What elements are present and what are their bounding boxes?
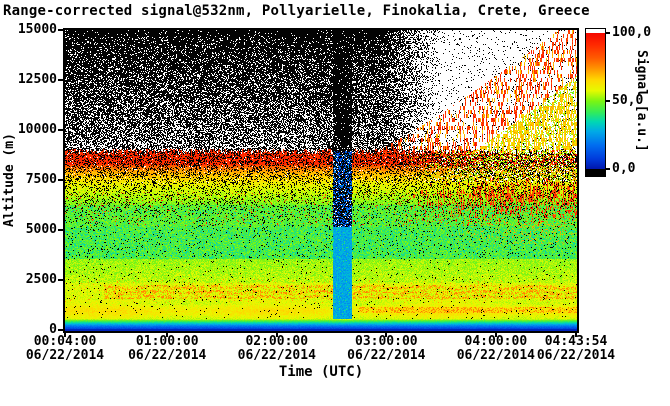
colorbar-tick [605, 100, 610, 102]
x-tick-date: 06/22/2014 [347, 348, 426, 363]
x-tick [494, 332, 497, 337]
colorbar-frame [585, 28, 606, 177]
x-tick-time: 01:00:00 [135, 334, 199, 349]
x-tick-time: 02:00:00 [245, 334, 309, 349]
colorbar-tick-label: 0,0 [612, 161, 636, 176]
y-tick [58, 229, 63, 231]
x-tick-label: 01:00:00 06/22/2014 [121, 335, 213, 363]
x-tick [64, 332, 66, 337]
x-tick-label: 04:00:00 06/22/2014 [450, 335, 542, 363]
x-tick-label: 03:00:00 06/22/2014 [340, 335, 432, 363]
y-tick-label: 5000 [25, 222, 57, 237]
y-tick-label: 10000 [17, 122, 57, 137]
x-tick [575, 332, 577, 337]
colorbar-label: Signal [a.u.] [634, 50, 649, 152]
y-tick-label: 7500 [25, 172, 57, 187]
y-tick-label: 2500 [25, 272, 57, 287]
x-tick-label: 04:43:54 06/22/2014 [530, 335, 622, 363]
colorbar-tick-label: 100,0 [612, 25, 652, 40]
colorbar-tick [605, 168, 610, 170]
x-axis-label: Time (UTC) [278, 364, 364, 380]
colorbar-tick [605, 32, 610, 34]
x-tick-label: 02:00:00 06/22/2014 [231, 335, 323, 363]
x-tick-time: 04:00:00 [464, 334, 528, 349]
chart-title: Range-corrected signal@532nm, Pollyariel… [3, 3, 590, 19]
x-tick [166, 332, 169, 337]
x-tick-time: 04:43:54 [544, 334, 608, 349]
y-tick [58, 279, 63, 281]
y-tick [58, 129, 63, 131]
colorbar-tick-label: 50,0 [612, 93, 644, 108]
y-tick-label: 0 [49, 322, 57, 337]
heatmap-canvas [65, 30, 577, 331]
x-tick-time: 00:04:00 [33, 334, 97, 349]
colorbar-canvas [586, 29, 605, 176]
y-tick [58, 29, 63, 31]
y-tick-label: 12500 [17, 72, 57, 87]
x-tick-date: 06/22/2014 [128, 348, 207, 363]
x-tick-time: 03:00:00 [355, 334, 418, 349]
y-tick-label: 15000 [17, 22, 57, 37]
x-tick-date: 06/22/2014 [536, 348, 616, 363]
plot-frame [63, 28, 579, 333]
x-tick [275, 332, 278, 337]
x-tick [385, 332, 388, 337]
x-tick-date: 06/22/2014 [237, 348, 316, 363]
y-tick [58, 329, 63, 331]
x-tick-date: 06/22/2014 [25, 348, 105, 363]
y-tick [58, 79, 63, 81]
x-tick-label: 00:04:00 06/22/2014 [19, 335, 111, 363]
y-tick [58, 179, 63, 181]
x-tick-date: 06/22/2014 [456, 348, 535, 363]
